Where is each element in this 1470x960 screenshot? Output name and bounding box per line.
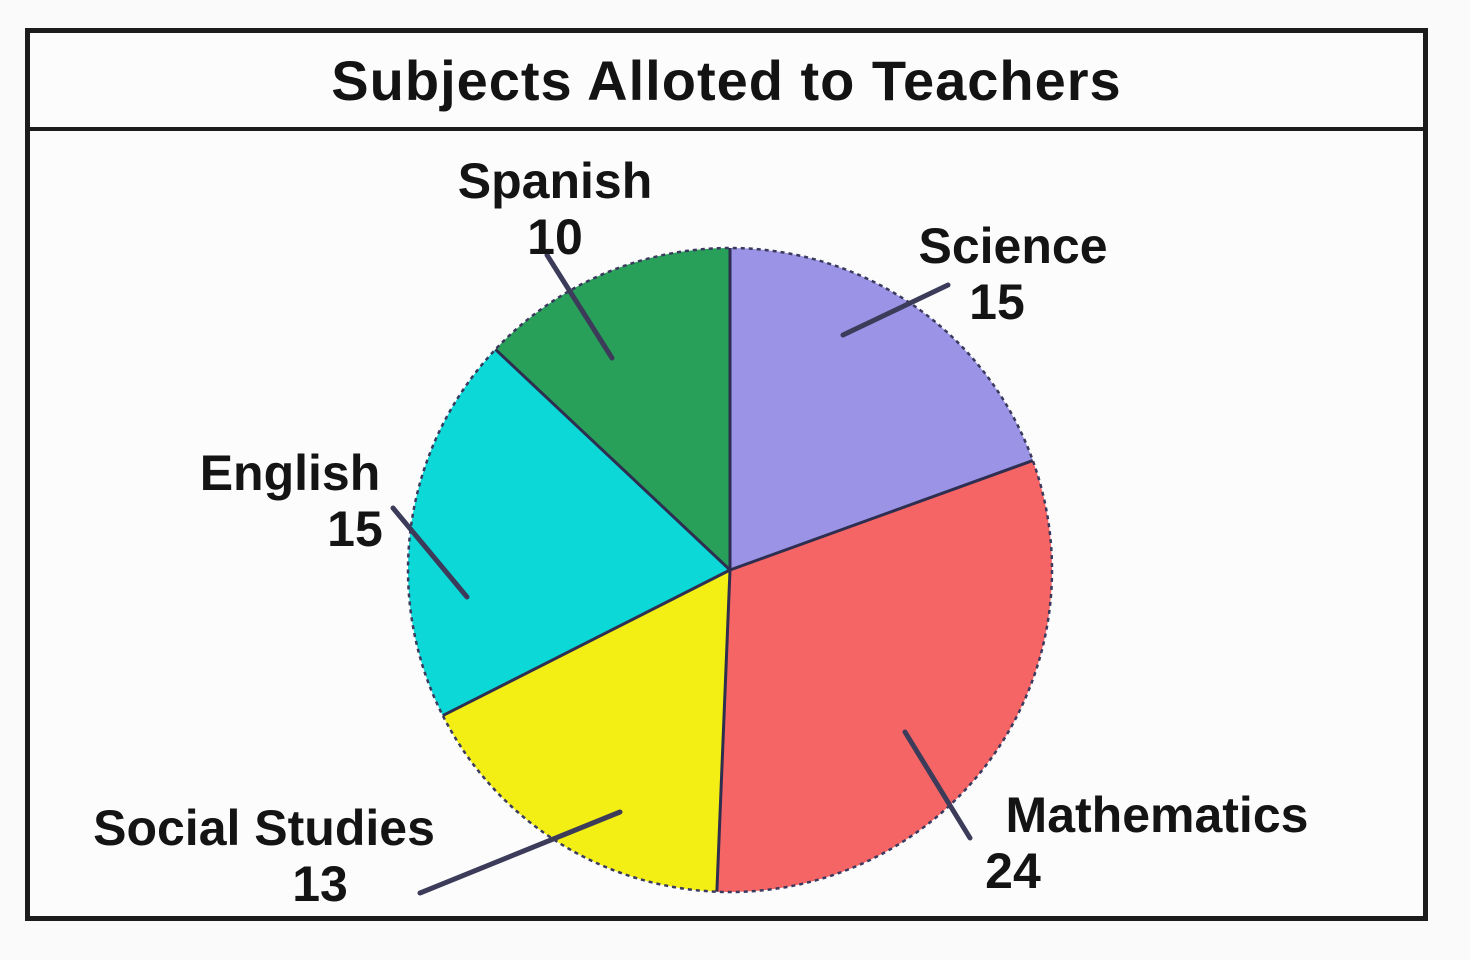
label-spanish-name: Spanish	[457, 153, 653, 209]
pie-outline	[406, 246, 1054, 894]
label-spanish: Spanish 10	[458, 153, 652, 265]
label-science-value: 15	[969, 274, 1025, 330]
label-mathematics: Mathematics 24	[985, 787, 1309, 899]
chart-title: Subjects Alloted to Teachers	[331, 48, 1122, 112]
pie-svg	[390, 246, 1054, 896]
chart-title-bar: Subjects Alloted to Teachers	[30, 33, 1423, 131]
slice-boundary-1	[729, 459, 1034, 572]
pie-slice-social-studies	[442, 570, 730, 892]
pie-slice-science	[730, 248, 1033, 570]
slice-boundary-4	[494, 348, 732, 572]
label-science-name: Science	[918, 218, 1108, 274]
label-english-name: English	[199, 445, 381, 501]
label-english-value: 15	[327, 501, 383, 557]
label-english: English 15	[199, 445, 383, 557]
label-mathematics-name: Mathematics	[1005, 787, 1309, 843]
leader-line-science	[840, 282, 951, 338]
label-mathematics-value: 24	[985, 843, 1041, 899]
label-social-studies-name: Social Studies	[93, 800, 435, 856]
plot-area: Spanish 10 Science 15 English 15 Social …	[30, 131, 1423, 916]
pie-slice-english	[408, 349, 730, 716]
leader-line-english	[390, 505, 470, 600]
label-social-studies-value: 13	[292, 856, 348, 912]
leader-line-spanish	[544, 252, 615, 361]
label-spanish-value: 10	[527, 209, 583, 265]
label-social-studies: Social Studies 13	[93, 800, 435, 912]
leader-line-social-studies	[417, 809, 623, 896]
leader-line-mathematics	[902, 729, 973, 841]
slice-boundary-2	[715, 569, 732, 892]
pie-slice-spanish	[495, 248, 730, 570]
pie-slice-mathematics	[716, 460, 1052, 893]
slice-boundary-3	[442, 568, 731, 717]
chart-frame: Subjects Alloted to Teachers Spanish 10 …	[25, 28, 1428, 921]
label-science: Science 15	[918, 218, 1107, 330]
